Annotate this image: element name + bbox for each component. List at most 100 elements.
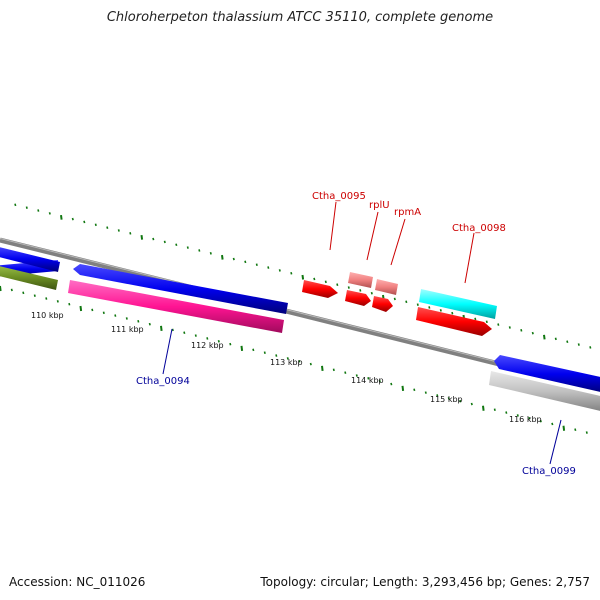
gene-label-ctha0099[interactable]: Ctha_0099 <box>522 466 576 477</box>
inner-tick <box>275 354 278 357</box>
outer-tick <box>83 220 86 224</box>
outer-tick <box>531 331 534 335</box>
gene-label-rplU[interactable]: rplU <box>369 200 390 211</box>
gene-feature-red-small2[interactable] <box>372 296 393 312</box>
outer-tick <box>324 280 327 284</box>
inner-tick <box>114 314 117 317</box>
outer-tick <box>497 323 500 326</box>
inner-tick <box>447 397 450 400</box>
outer-tick <box>163 240 166 244</box>
inner-tick <box>355 374 358 377</box>
inner-tick <box>240 345 244 352</box>
inner-tick <box>574 428 577 432</box>
gene-feature-blue-ctha0094-upper[interactable] <box>73 264 288 314</box>
outer-tick <box>60 214 63 220</box>
outer-tick <box>198 249 201 252</box>
inner-tick <box>539 419 542 423</box>
gene-label-ctha0094[interactable]: Ctha_0094 <box>136 376 190 387</box>
kbp-label: 113 kbp <box>270 358 303 367</box>
gene-feature-cyan-ctha0098[interactable] <box>419 289 497 319</box>
inner-tick <box>79 305 83 312</box>
inner-tick <box>68 302 71 306</box>
kbp-label: 111 kbp <box>111 325 144 334</box>
inner-tick <box>56 300 59 303</box>
outer-tick <box>301 274 305 280</box>
inner-tick <box>344 371 347 374</box>
inner-tick <box>309 362 312 366</box>
outer-tick <box>209 251 212 255</box>
kbp-label-group: 110 kbp 111 kbp 112 kbp 113 kbp 114 kbp 115 k… <box>31 311 542 424</box>
gene-feature-magenta[interactable] <box>68 280 284 333</box>
inner-tick <box>22 291 25 295</box>
outer-tick <box>175 243 178 247</box>
gene-feature-grey-ctha0099[interactable] <box>489 371 600 412</box>
inner-tick <box>160 325 163 332</box>
outer-tick <box>428 306 431 309</box>
inner-tick <box>10 288 13 292</box>
outer-tick <box>152 237 155 241</box>
gene-feature-blue-right[interactable] <box>494 355 600 393</box>
inner-tick <box>263 351 266 355</box>
inner-tick <box>332 368 335 372</box>
inner-tick <box>206 337 209 340</box>
outer-tick <box>405 300 408 304</box>
inner-tick <box>171 328 174 332</box>
outer-tick <box>543 334 546 340</box>
inner-tick <box>562 425 566 431</box>
inner-tick <box>229 342 232 346</box>
inner-tick <box>91 308 94 312</box>
kbp-label: 115 kbp <box>430 395 463 404</box>
gene-feature-pink-rpmA[interactable] <box>375 279 398 295</box>
outer-tick <box>71 217 74 221</box>
outer-tick <box>140 234 144 240</box>
outer-tick <box>232 257 235 261</box>
outer-tick <box>566 340 569 344</box>
outer-tick <box>186 246 189 249</box>
gene-label-ctha0095[interactable]: Ctha_0095 <box>312 191 366 202</box>
gene-labels: Ctha_0095 rplU rpmA Ctha_0098 Ctha_0094 … <box>136 191 576 477</box>
inner-tick <box>367 377 370 380</box>
gene-label-rpmA[interactable]: rpmA <box>394 207 421 218</box>
outer-tick <box>589 346 592 349</box>
gene-feature-pink-rplU[interactable] <box>348 272 373 288</box>
outer-tick <box>48 212 51 215</box>
outer-tick <box>221 254 224 260</box>
outer-tick <box>106 226 109 229</box>
outer-tick <box>313 277 316 281</box>
inner-tick <box>194 334 197 337</box>
outer-tick <box>370 291 373 295</box>
inner-tick <box>401 385 405 391</box>
outer-tick <box>255 263 258 267</box>
inner-tick <box>482 405 485 411</box>
inner-tick <box>585 431 588 434</box>
inner-tick <box>470 402 473 406</box>
gene-label-ctha0098[interactable]: Ctha_0098 <box>452 223 506 234</box>
outer-tick <box>347 286 350 289</box>
gene-feature-red-small1[interactable] <box>345 290 371 306</box>
inner-tick <box>137 320 140 323</box>
inner-tick-ring <box>0 285 588 434</box>
inner-tick <box>390 382 393 386</box>
outer-tick <box>474 317 477 321</box>
inner-tick <box>217 339 220 343</box>
gene-feature-olive[interactable] <box>0 265 58 290</box>
kbp-label: 116 kbp <box>509 415 542 424</box>
inner-tick <box>252 348 255 352</box>
outer-tick-ring <box>14 203 592 349</box>
outer-tick <box>129 232 132 235</box>
gene-feature-red-ctha0095[interactable] <box>302 280 338 298</box>
gene-feature-red-large[interactable] <box>416 307 492 336</box>
topology-stats-text: Topology: circular; Length: 3,293,456 bp… <box>260 575 590 589</box>
gene-feature-blue-left[interactable] <box>0 246 60 272</box>
inner-tick <box>102 311 105 315</box>
inner-tick <box>424 391 427 394</box>
outer-tick <box>290 271 293 275</box>
inner-tick <box>0 285 2 292</box>
outer-tick <box>37 209 40 212</box>
outer-tick <box>577 343 580 346</box>
inner-tick <box>321 365 324 371</box>
inner-tick <box>551 422 554 426</box>
inner-tick <box>516 414 519 417</box>
outer-tick <box>25 206 28 209</box>
